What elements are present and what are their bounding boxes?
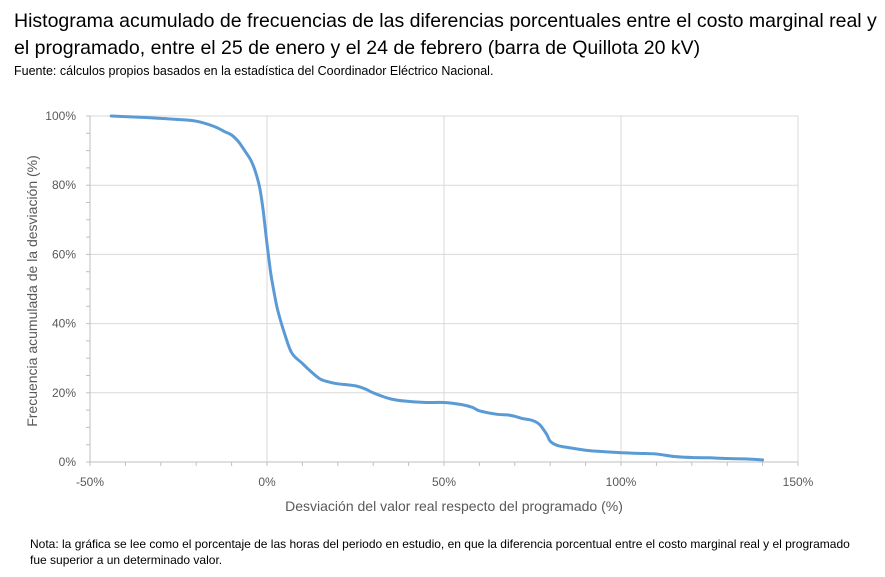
- axes: [86, 115, 799, 466]
- y-axis-title: Frecuencia acumulada de la desviación (%…: [24, 155, 40, 427]
- chart-title: Histograma acumulado de frecuencias de l…: [14, 10, 877, 59]
- y-tick-label: 0%: [59, 455, 77, 469]
- y-tick-label: 20%: [52, 386, 76, 400]
- grid-lines: [89, 115, 799, 462]
- series-line: [109, 114, 765, 462]
- y-tick-label: 40%: [52, 317, 76, 331]
- x-tick-label: 0%: [258, 475, 276, 489]
- x-tick-label: 150%: [783, 475, 814, 489]
- x-tick-label: 50%: [432, 475, 456, 489]
- y-tick-label: 100%: [45, 109, 76, 123]
- x-tick-label: -50%: [76, 475, 104, 489]
- x-tick-label: 100%: [606, 475, 637, 489]
- series-group: [109, 114, 765, 462]
- chart-source: Fuente: cálculos propios basados en la e…: [14, 64, 494, 78]
- y-tick-label: 80%: [52, 178, 76, 192]
- tick-labels: 0% 20% 40% 60% 80% 100% -50% 0% 50% 100% 150%: [45, 109, 813, 489]
- chart-note: Nota: la gráfica se lee como el porcenta…: [30, 537, 850, 567]
- x-axis-title: Desviación del valor real respecto del p…: [285, 498, 623, 514]
- y-tick-label: 60%: [52, 247, 76, 261]
